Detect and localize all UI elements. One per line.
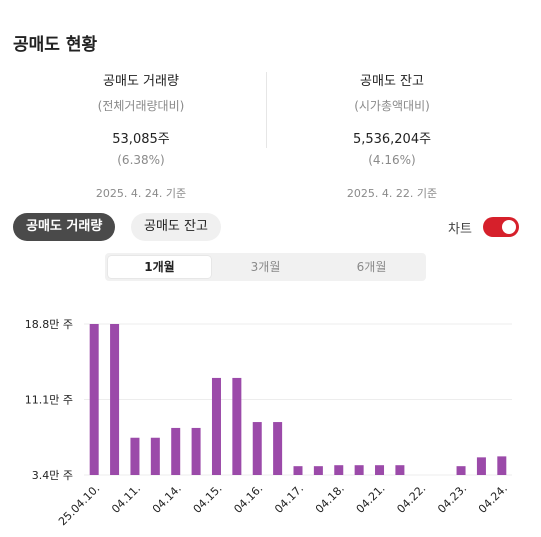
period-1-month[interactable]: 1개월 <box>108 256 211 278</box>
x-tick-label: 04.14. <box>150 482 184 516</box>
chart-bar[interactable] <box>334 465 344 475</box>
period-3-months[interactable]: 3개월 <box>250 260 281 274</box>
chart-bar[interactable] <box>293 466 303 475</box>
chart-toggle-label: 차트 <box>448 222 472 237</box>
x-tick-label: 04.11. <box>109 482 143 516</box>
y-tick-label: 3.4만 주 <box>32 469 73 482</box>
chart-bar[interactable] <box>232 377 242 475</box>
chart-toggle[interactable] <box>483 217 519 237</box>
tab-short-volume[interactable]: 공매도 거래량 <box>13 213 116 241</box>
x-tick-label: 04.21. <box>354 482 388 516</box>
page-title: 공매도 현황 <box>13 35 98 55</box>
chart-bar[interactable] <box>395 465 405 475</box>
chart-bar[interactable] <box>191 427 201 475</box>
x-tick-label: 04.17. <box>272 482 306 516</box>
x-tick-label: 25.04.10. <box>56 482 102 528</box>
toggle-knob <box>502 220 516 234</box>
chart-bar[interactable] <box>476 457 486 475</box>
x-tick-label: 04.24. <box>476 482 510 516</box>
chart-bar[interactable] <box>252 422 262 475</box>
stat-label: 공매도 거래량 <box>103 74 179 89</box>
stat-value: 5,536,204주 <box>352 132 432 147</box>
chart-bar[interactable] <box>354 465 364 475</box>
stat-date: 2025. 4. 22. 기준 <box>346 187 438 200</box>
chart-bar[interactable] <box>273 422 283 475</box>
chart-bar[interactable] <box>130 437 140 475</box>
stat-sub: (전체거래량대비) <box>97 99 185 113</box>
chart-bar[interactable] <box>375 465 385 475</box>
chart-bar[interactable] <box>211 377 221 475</box>
stat-label: 공매도 잔고 <box>360 74 424 89</box>
period-6-months[interactable]: 6개월 <box>356 260 387 274</box>
chart-bar[interactable] <box>89 324 99 475</box>
stat-date: 2025. 4. 24. 기준 <box>95 187 187 200</box>
chart-bar[interactable] <box>456 466 466 475</box>
short-volume-stat: 공매도 거래량 (전체거래량대비) 53,085주 (6.38%) 2025. … <box>26 64 256 201</box>
stat-percent: (4.16%) <box>368 153 416 167</box>
x-tick-label: 04.23. <box>435 482 469 516</box>
short-volume-chart: 18.8만 주 11.1만 주 3.4만 주25.04.10. 04.11. 04.14… <box>25 318 512 528</box>
chart-bar[interactable] <box>171 427 181 475</box>
x-tick-label: 04.15. <box>191 482 225 516</box>
x-tick-label: 04.22. <box>394 482 428 516</box>
stat-divider <box>266 72 267 148</box>
chart-bar[interactable] <box>110 324 120 475</box>
x-tick-label: 04.16. <box>231 482 265 516</box>
x-tick-label: 04.18. <box>313 482 347 516</box>
period-selector: 1개월 3개월 6개월 <box>105 253 426 281</box>
chart-bar[interactable] <box>150 437 160 475</box>
y-tick-label: 18.8만 주 <box>25 318 73 331</box>
stat-value: 53,085주 <box>112 132 170 147</box>
tab-short-balance[interactable]: 공매도 잔고 <box>131 213 221 241</box>
short-balance-stat: 공매도 잔고 (시가총액대비) 5,536,204주 (4.16%) 2025.… <box>277 64 507 201</box>
stat-sub: (시가총액대비) <box>354 99 430 113</box>
chart-bar[interactable] <box>313 466 323 475</box>
chart-bar[interactable] <box>497 456 507 475</box>
stat-percent: (6.38%) <box>117 153 165 167</box>
y-tick-label: 11.1만 주 <box>25 394 73 407</box>
